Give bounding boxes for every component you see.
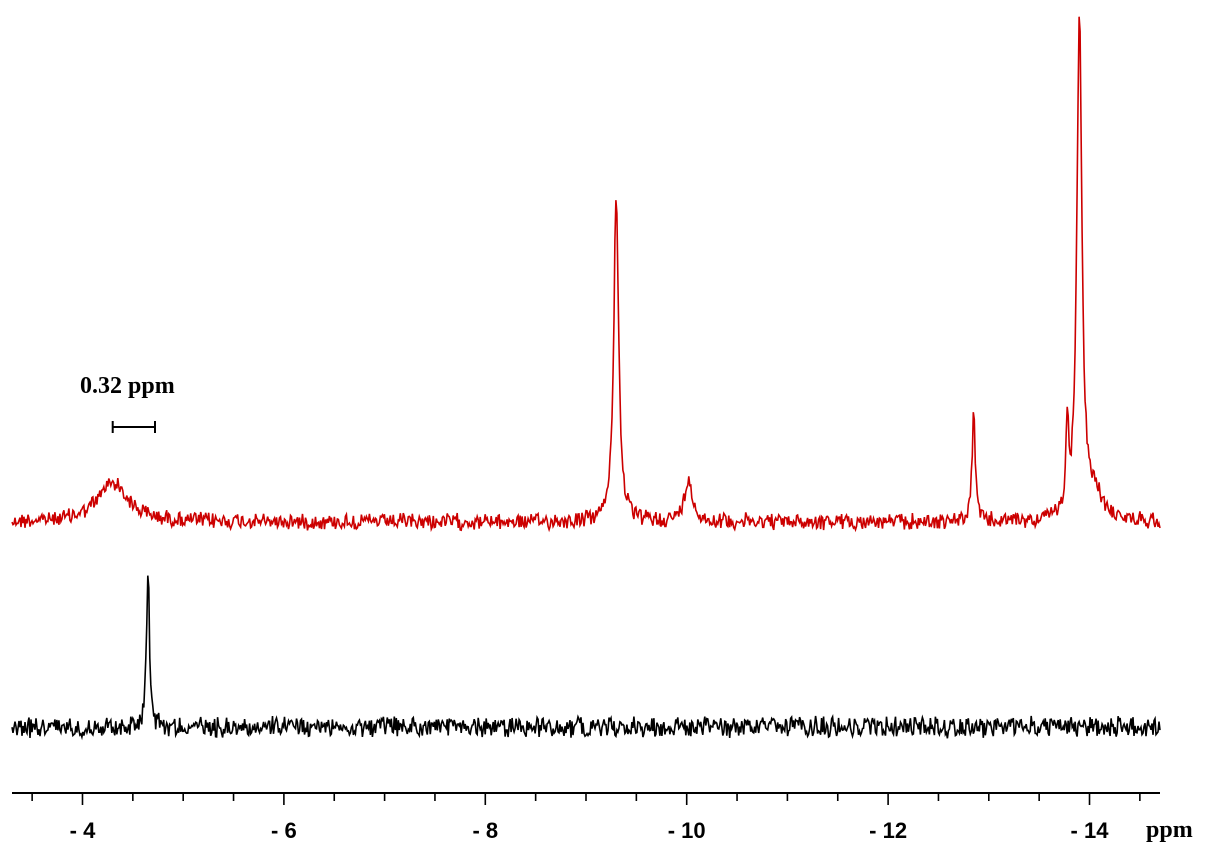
- x-tick-label: - 10: [668, 818, 706, 843]
- scale-bar-annotation: 0.32 ppm: [80, 373, 175, 433]
- scale-bar-label: 0.32 ppm: [80, 373, 175, 399]
- x-tick-label: - 6: [271, 818, 297, 843]
- x-axis-ticks: - 4 - 6 - 8 - 10 - 12 - 14: [31, 793, 1141, 843]
- x-axis-unit-label: ppm: [1146, 817, 1193, 843]
- x-tick-label: - 12: [869, 818, 907, 843]
- x-axis: - 4 - 6 - 8 - 10 - 12 - 14 ppm: [12, 792, 1193, 843]
- x-tick-label: - 14: [1071, 818, 1110, 843]
- spectrum-series-red: [11, 16, 1161, 533]
- x-tick-label: - 8: [472, 818, 498, 843]
- spectra-layer: [11, 16, 1161, 741]
- x-tick-label: - 4: [70, 818, 96, 843]
- spectrum-series-black: [11, 575, 1161, 741]
